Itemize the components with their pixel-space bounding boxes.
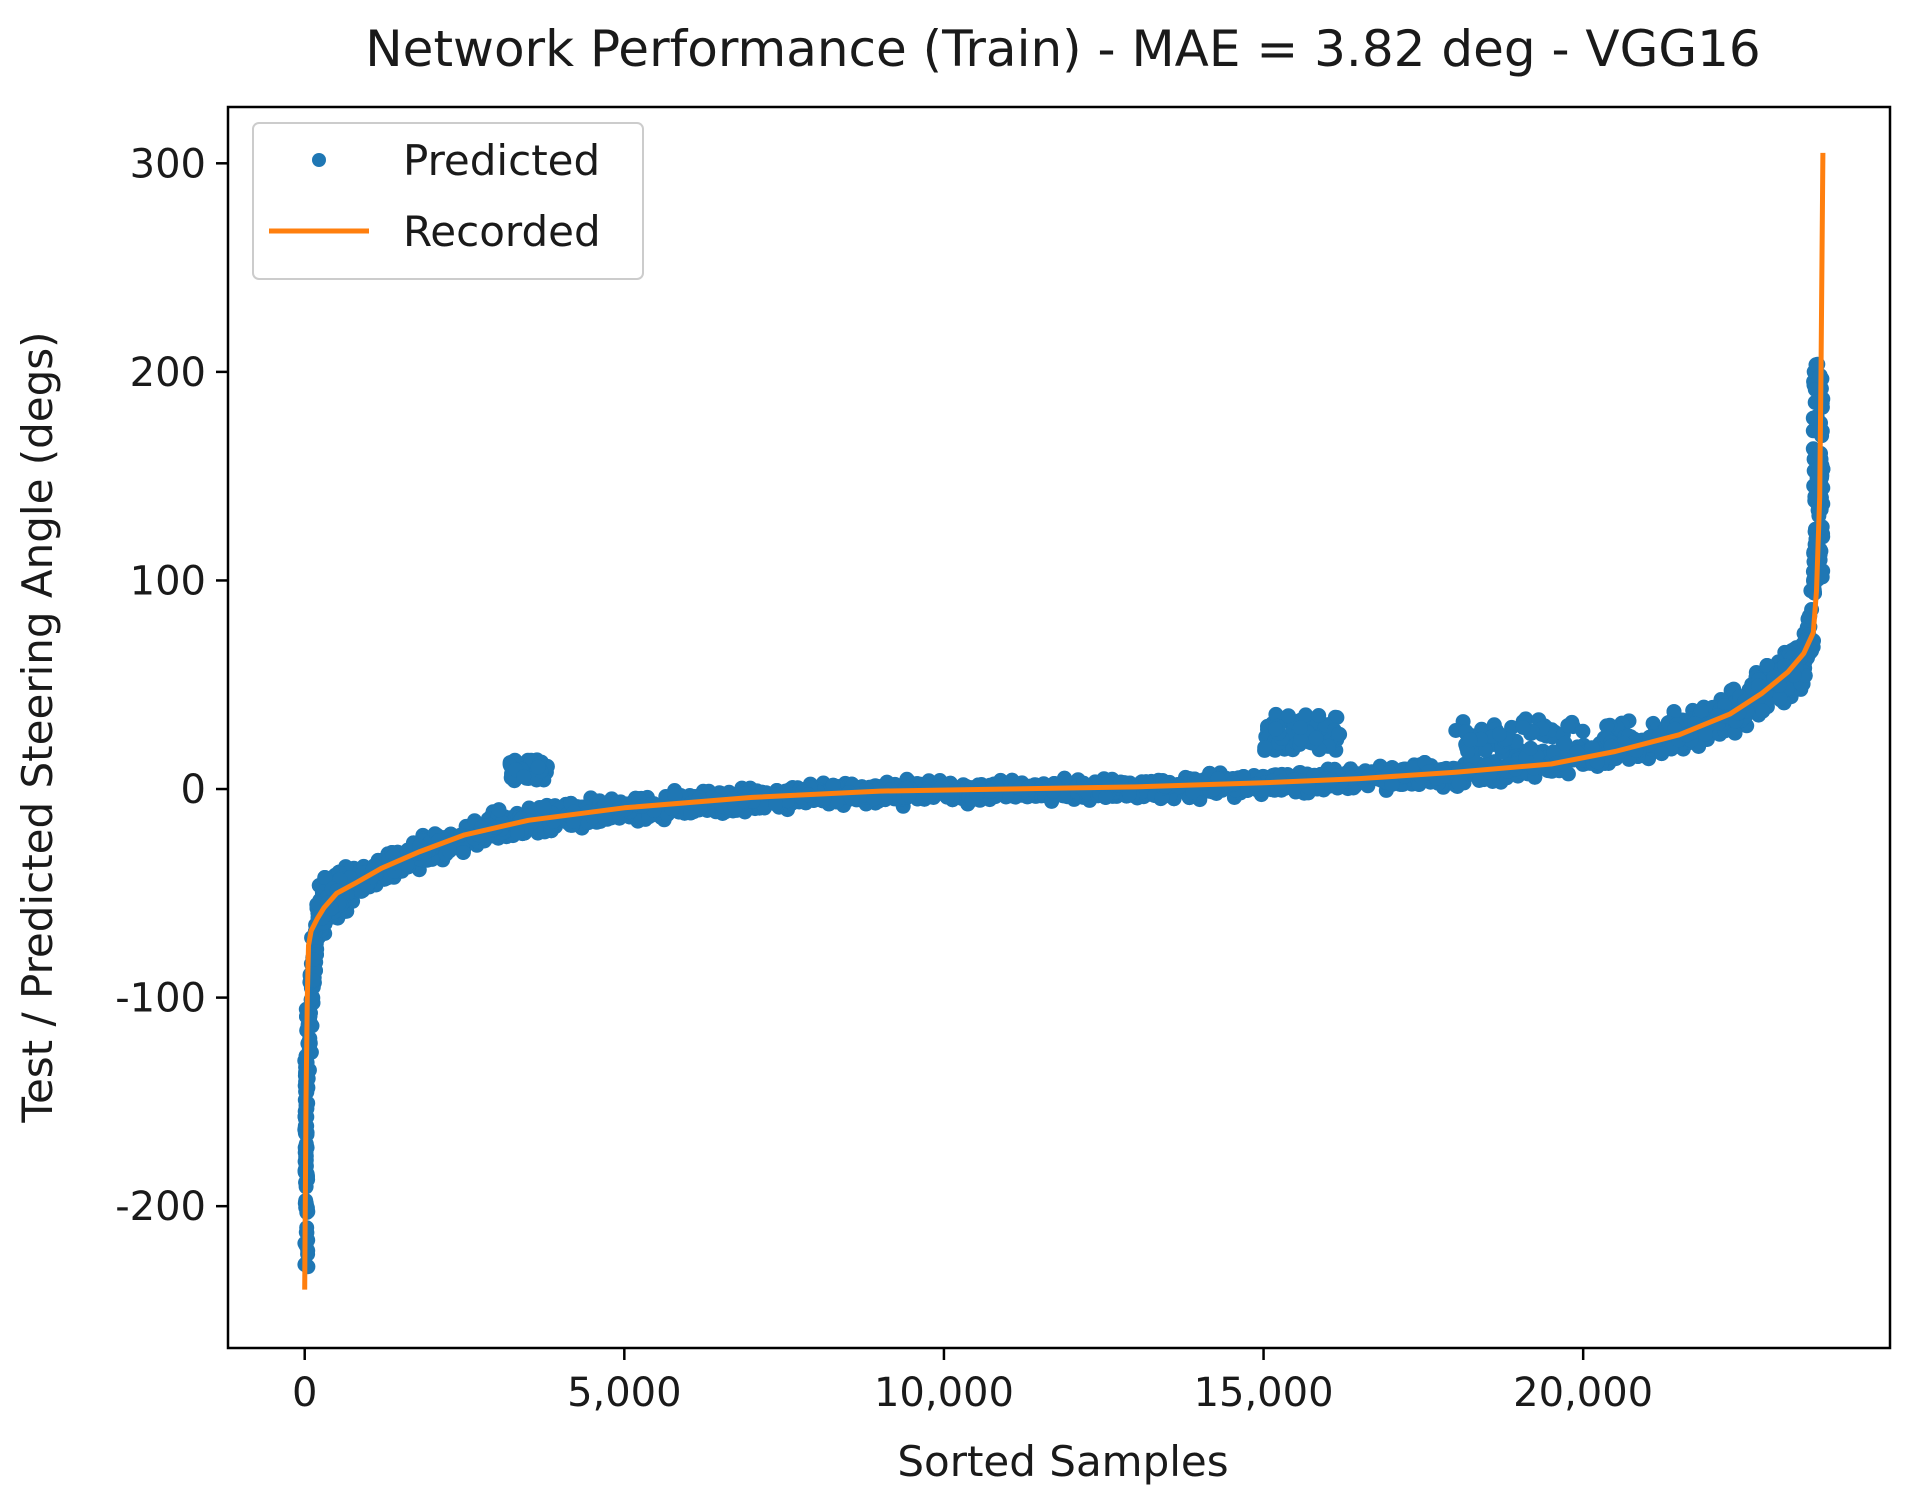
predicted-point (510, 825, 525, 840)
predicted-point (1772, 691, 1788, 707)
legend-recorded-label: Recorded (403, 207, 601, 256)
predicted-point (1268, 721, 1284, 737)
predicted-point (768, 796, 784, 812)
predicted-point (1523, 740, 1539, 756)
predicted-point (1755, 703, 1771, 719)
predicted-point (1257, 740, 1273, 755)
legend-box (252, 122, 644, 280)
predicted-point (1693, 703, 1709, 719)
predicted-point (1759, 658, 1775, 673)
predicted-point (1298, 707, 1314, 723)
x-axis-label: Sorted Samples (897, 1437, 1228, 1486)
predicted-point (1546, 744, 1561, 760)
predicted-point (1492, 726, 1507, 742)
predicted-point (1098, 790, 1114, 805)
x-tick-label: 10,000 (874, 1370, 1014, 1416)
predicted-point (317, 870, 333, 885)
x-tick-label: 0 (292, 1370, 317, 1416)
predicted-point (1460, 743, 1476, 759)
predicted-point (536, 799, 552, 815)
predicted-point (1575, 723, 1591, 739)
predicted-point (1599, 718, 1615, 734)
predicted-point (1268, 706, 1284, 722)
y-tick-label: -100 (115, 976, 206, 1022)
predicted-point (1515, 720, 1531, 735)
y-tick-label: 0 (181, 767, 206, 813)
predicted-point (1462, 732, 1478, 748)
predicted-point (516, 769, 532, 785)
predicted-point (1557, 735, 1573, 751)
y-tick-label: 300 (130, 141, 206, 187)
predicted-point (1185, 784, 1201, 800)
predicted-point (491, 802, 507, 818)
chart-title: Network Performance (Train) - MAE = 3.82… (365, 20, 1760, 78)
y-axis-label: Test / Predicted Steering Angle (degs) (13, 331, 62, 1123)
x-tick-label: 20,000 (1513, 1370, 1653, 1416)
predicted-point (1311, 708, 1327, 723)
predicted-point (1584, 740, 1600, 756)
predicted-point (1293, 731, 1309, 747)
x-tick-label: 5,000 (567, 1370, 682, 1416)
recorded-line (302, 152, 1826, 1290)
predicted-point (1451, 776, 1467, 791)
recorded-line-group (302, 152, 1826, 1290)
predicted-point (1280, 708, 1296, 724)
legend: Predicted Recorded (252, 122, 644, 280)
predicted-point (597, 810, 613, 826)
predicted-point (1698, 726, 1713, 742)
predicted-point (1666, 704, 1682, 720)
predicted-point (455, 845, 471, 860)
predicted-point (1292, 720, 1308, 736)
predicted-point (1805, 410, 1821, 426)
plot-frame (226, 105, 1892, 1350)
predicted-point (1121, 786, 1137, 802)
predicted-point (1727, 725, 1743, 741)
predicted-point (1384, 776, 1400, 792)
predicted-point (829, 794, 845, 810)
predicted-point (1308, 730, 1324, 746)
predicted-point (530, 759, 546, 775)
x-tick-label: 15,000 (1194, 1370, 1334, 1416)
predicted-point (825, 777, 841, 793)
predicted-scatter (297, 356, 1831, 1275)
y-tick-label: -200 (115, 1184, 206, 1230)
predicted-point (1329, 710, 1345, 725)
legend-predicted-label: Predicted (403, 136, 600, 185)
predicted-point (441, 843, 457, 859)
y-axis: -200 -100 0 100 200 300 (115, 141, 228, 1230)
predicted-point (1560, 718, 1576, 734)
legend-predicted-marker (312, 153, 326, 167)
predicted-point (667, 787, 683, 803)
predicted-point (1751, 678, 1767, 694)
y-tick-label: 100 (130, 558, 206, 604)
predicted-point (1654, 746, 1670, 762)
predicted-point (1805, 423, 1821, 439)
predicted-point (566, 813, 581, 829)
predicted-point (866, 791, 882, 807)
predicted-point (1331, 726, 1347, 742)
y-tick-label: 200 (130, 350, 206, 396)
x-axis: 0 5,000 10,000 15,000 20,000 (292, 1348, 1653, 1416)
